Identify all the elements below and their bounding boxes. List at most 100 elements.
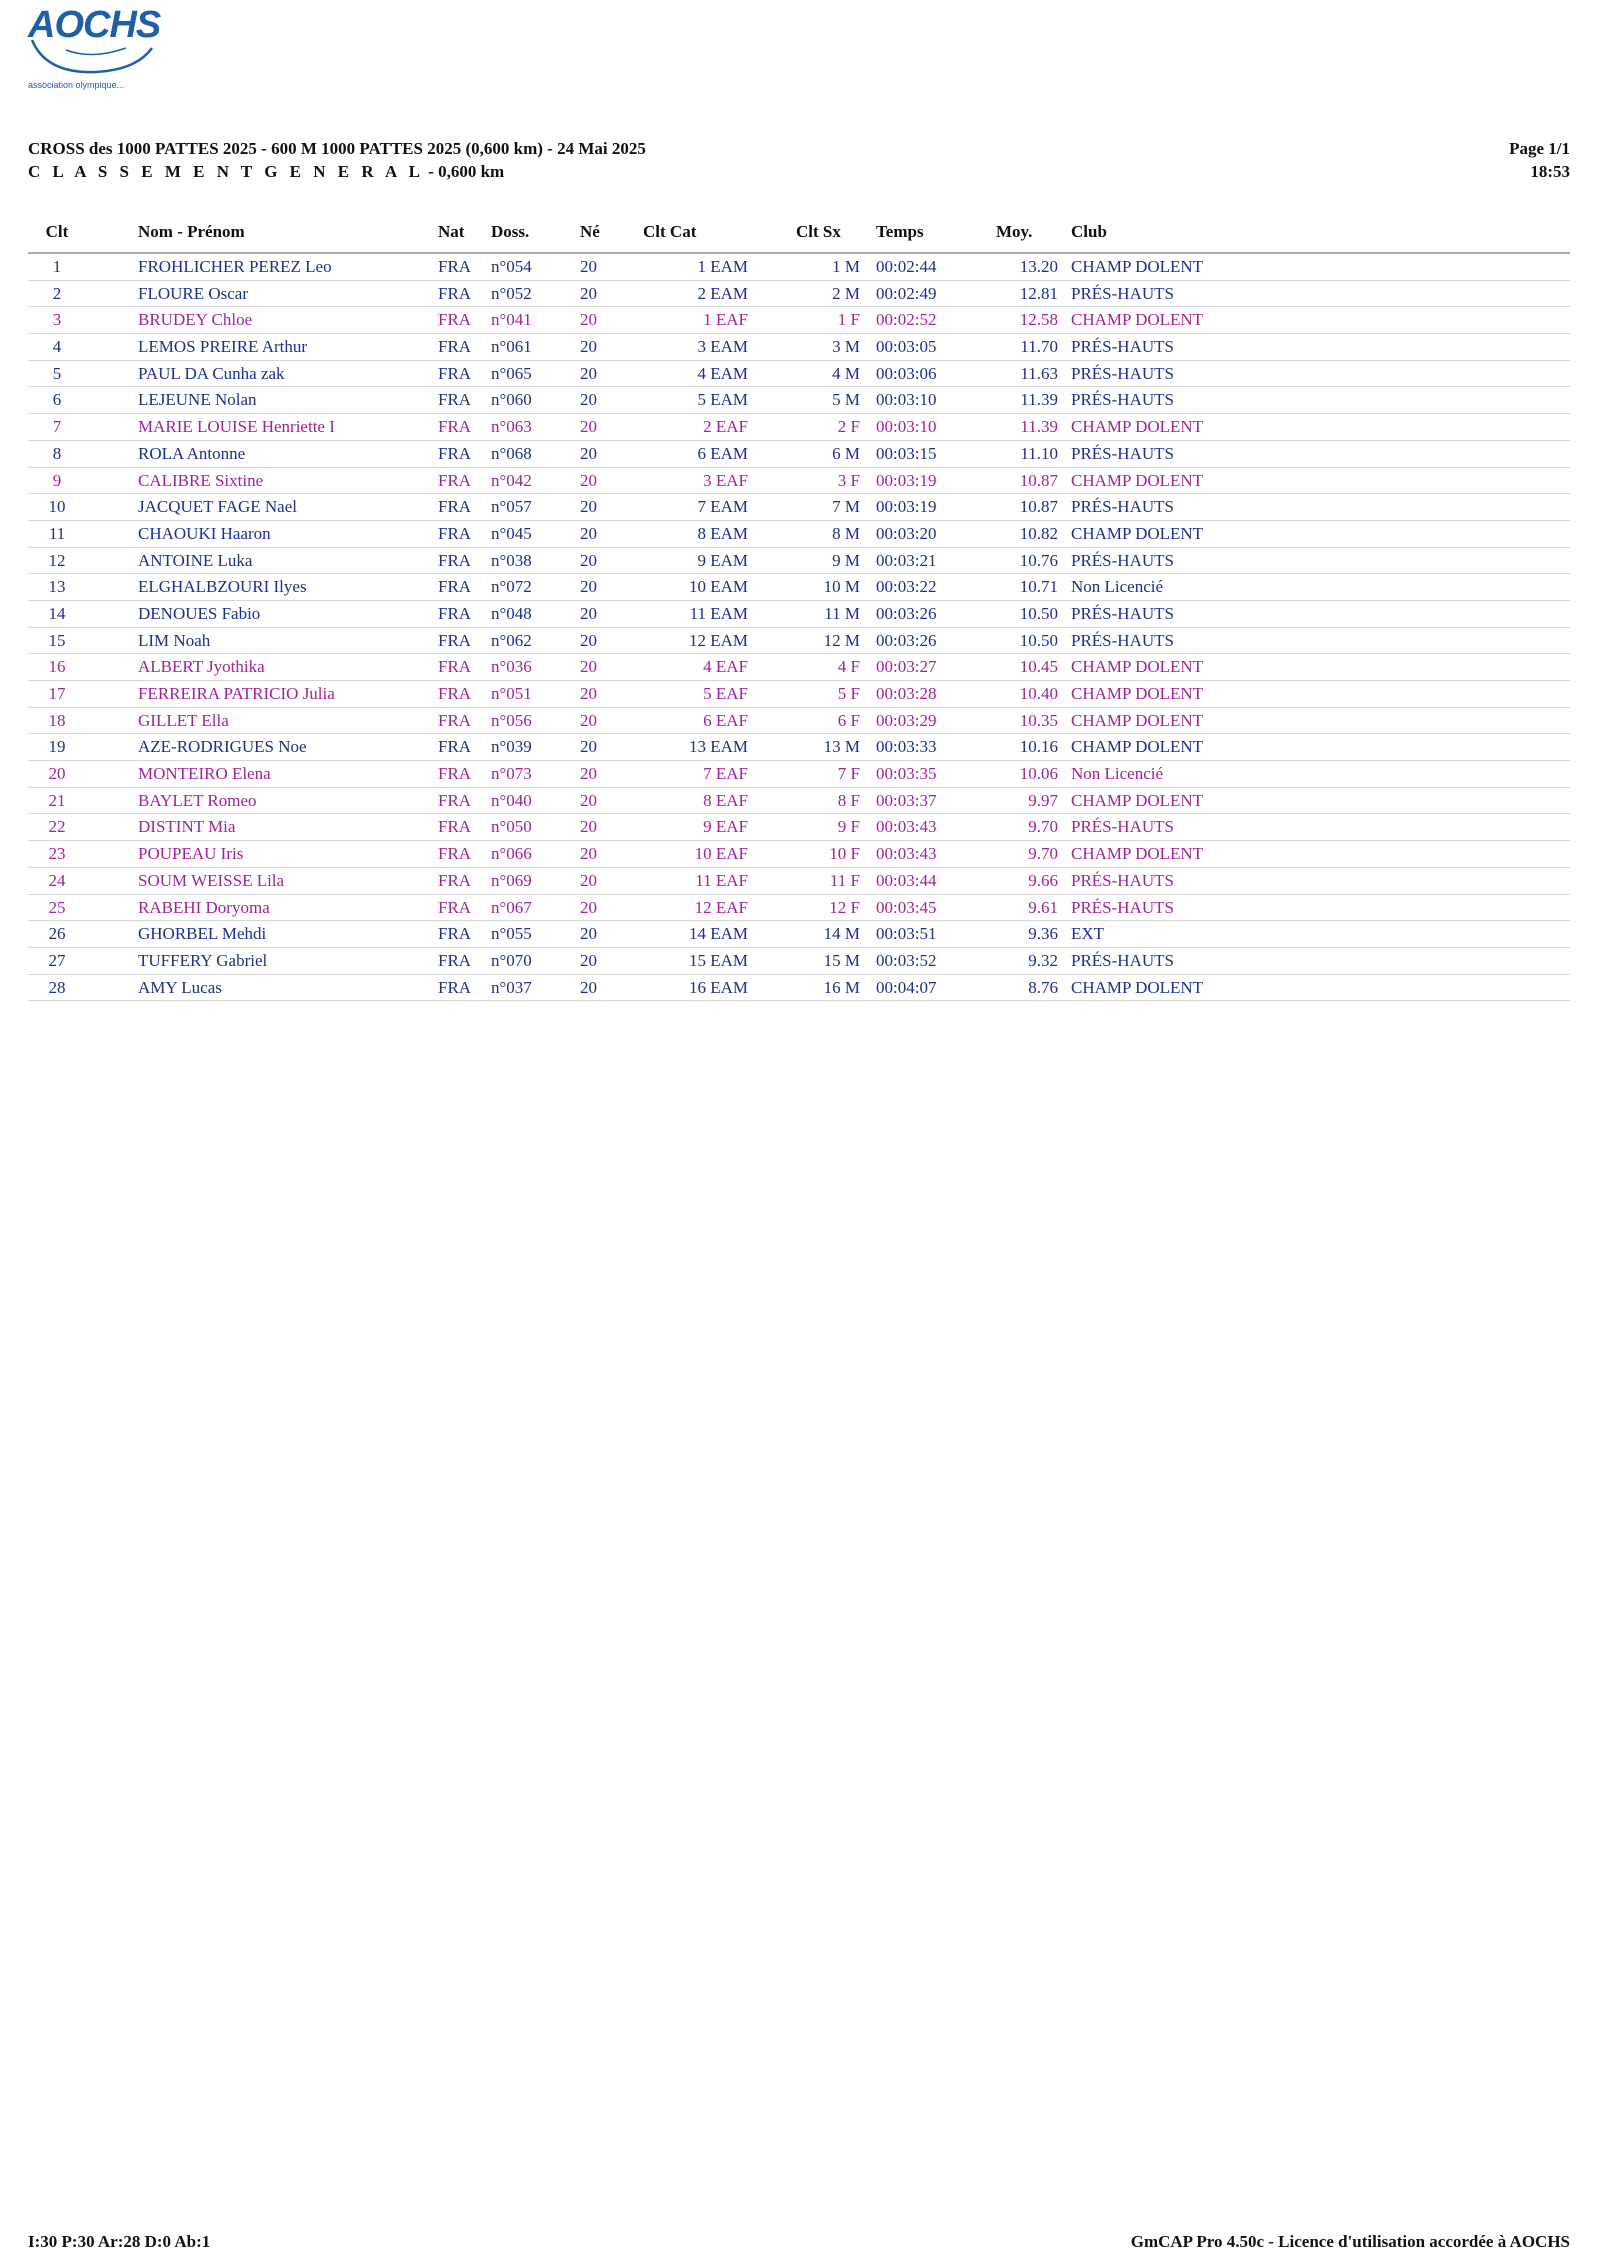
cell-cltcat: 12 EAM xyxy=(688,630,748,650)
cell-clt: 2 xyxy=(52,283,62,303)
cell-moy: 11.39 xyxy=(1020,390,1058,410)
cell-moy: 9.36 xyxy=(1028,924,1058,944)
cell-club: CHAMP DOLENT xyxy=(1071,844,1204,864)
cell-name: ALBERT Jyothika xyxy=(138,657,265,677)
cell-club: PRÉS-HAUTS xyxy=(1071,603,1174,623)
cell-nat: FRA xyxy=(438,363,472,383)
cell-cltsx: 3 F xyxy=(837,470,860,490)
cell-club: CHAMP DOLENT xyxy=(1071,523,1204,543)
cell-temps: 00:03:19 xyxy=(876,497,937,517)
col-temps: Temps xyxy=(876,222,924,241)
cell-moy: 13.20 xyxy=(1019,257,1058,276)
cell-ne: 20 xyxy=(580,897,597,917)
cell-clt: 10 xyxy=(48,497,66,517)
table-row: 3 BRUDEY Chloe FRA n°041 20 1 EAF 1 F 00:02:52 1… xyxy=(28,307,1570,335)
col-nat: Nat xyxy=(438,222,465,241)
cell-club: CHAMP DOLENT xyxy=(1071,977,1204,997)
cell-club: Non Licencié xyxy=(1071,577,1164,597)
cell-nat: FRA xyxy=(438,790,472,810)
cell-ne: 20 xyxy=(580,577,597,597)
table-row: 27 TUFFERY Gabriel FRA n°070 20 15 EAM 15 M 00:… xyxy=(28,948,1570,975)
cell-ne: 20 xyxy=(580,603,597,623)
table-row: 20 MONTEIRO Elena FRA n°073 20 7 EAF 7 F 00:03:… xyxy=(28,761,1570,788)
cell-clt: 5 xyxy=(52,363,62,383)
cell-nat: FRA xyxy=(438,950,472,970)
cell-clt: 26 xyxy=(48,924,66,944)
cell-temps: 00:03:43 xyxy=(876,817,937,837)
cell-clt: 1 xyxy=(52,257,62,276)
cell-name: RABEHI Doryoma xyxy=(138,897,270,917)
cell-ne: 20 xyxy=(580,310,597,330)
cell-doss: n°038 xyxy=(491,550,532,570)
cell-cltcat: 6 EAM xyxy=(697,443,748,463)
cell-club: PRÉS-HAUTS xyxy=(1071,897,1174,917)
cell-nat: FRA xyxy=(438,764,472,784)
cell-temps: 00:03:19 xyxy=(876,470,937,490)
cell-moy: 11.70 xyxy=(1020,337,1058,357)
cell-nat: FRA xyxy=(438,817,472,837)
cell-temps: 00:03:26 xyxy=(876,630,937,650)
cell-moy: 10.06 xyxy=(1019,764,1058,784)
cell-name: MARIE LOUISE Henriette I xyxy=(138,417,335,437)
cell-cltcat: 7 EAM xyxy=(697,497,748,517)
cell-clt: 13 xyxy=(48,577,66,597)
cell-cltcat: 8 EAM xyxy=(697,523,748,543)
table-body: 1 FROHLICHER PEREZ Leo FRA n°054 20 1 EAM 1 M 0… xyxy=(28,254,1570,1002)
cell-name: FLOURE Oscar xyxy=(138,283,249,303)
cell-name: DISTINT Mia xyxy=(138,817,236,837)
cell-moy: 9.70 xyxy=(1028,817,1058,837)
table-row: 16 ALBERT Jyothika FRA n°036 20 4 EAF 4 F 00:03… xyxy=(28,654,1570,681)
table-row: 22 DISTINT Mia FRA n°050 20 9 EAF 9 F 00:03:43 9… xyxy=(28,814,1570,842)
cell-name: JACQUET FAGE Nael xyxy=(138,497,297,517)
cell-ne: 20 xyxy=(580,710,597,730)
cell-clt: 3 xyxy=(52,310,62,330)
cell-nat: FRA xyxy=(438,283,472,303)
cell-nat: FRA xyxy=(438,497,472,517)
cell-cltsx: 12 F xyxy=(829,897,860,917)
cell-cltcat: 10 EAM xyxy=(688,577,748,597)
aochs-logo: AOCHS association olympique... xyxy=(26,4,166,96)
cell-doss: n°050 xyxy=(491,817,532,837)
cell-cltsx: 10 F xyxy=(829,844,860,864)
cell-moy: 10.50 xyxy=(1019,630,1058,650)
cell-moy: 9.97 xyxy=(1028,790,1058,810)
cell-cltcat: 15 EAM xyxy=(688,950,748,970)
cell-nat: FRA xyxy=(438,603,472,623)
cell-temps: 00:03:29 xyxy=(876,710,937,730)
col-ne: Né xyxy=(580,222,600,241)
cell-nat: FRA xyxy=(438,577,472,597)
cell-ne: 20 xyxy=(580,257,597,276)
cell-cltsx: 4 F xyxy=(837,657,860,677)
col-cltcat: Clt Cat xyxy=(643,222,697,241)
cell-ne: 20 xyxy=(580,470,597,490)
col-cltsx: Clt Sx xyxy=(796,222,841,241)
cell-doss: n°051 xyxy=(491,684,532,703)
cell-nat: FRA xyxy=(438,710,472,730)
cell-clt: 21 xyxy=(48,790,66,810)
cell-cltcat: 1 EAF xyxy=(703,310,748,330)
cell-cltcat: 13 EAM xyxy=(688,737,748,757)
cell-ne: 20 xyxy=(580,523,597,543)
cell-clt: 18 xyxy=(48,710,66,730)
cell-ne: 20 xyxy=(580,950,597,970)
col-club: Club xyxy=(1071,222,1107,241)
cell-moy: 10.71 xyxy=(1019,577,1058,597)
cell-temps: 00:03:05 xyxy=(876,337,937,357)
cell-cltsx: 12 M xyxy=(823,630,860,650)
cell-cltcat: 10 EAF xyxy=(694,844,748,864)
cell-ne: 20 xyxy=(580,363,597,383)
cell-cltcat: 12 EAF xyxy=(694,897,748,917)
cell-moy: 10.16 xyxy=(1019,737,1058,757)
cell-cltsx: 3 M xyxy=(832,337,860,357)
cell-club: CHAMP DOLENT xyxy=(1071,710,1204,730)
logo-subtext: association olympique... xyxy=(28,80,125,90)
cell-name: ROLA Antonne xyxy=(138,443,246,463)
cell-temps: 00:02:52 xyxy=(876,310,937,330)
cell-ne: 20 xyxy=(580,924,597,944)
cell-moy: 11.63 xyxy=(1020,363,1058,383)
footer-stats: I:30 P:30 Ar:28 D:0 Ab:1 xyxy=(28,2232,211,2251)
cell-clt: 16 xyxy=(48,657,66,677)
cell-temps: 00:03:26 xyxy=(876,603,937,623)
cell-cltsx: 5 M xyxy=(832,390,860,410)
cell-doss: n°061 xyxy=(491,337,532,357)
